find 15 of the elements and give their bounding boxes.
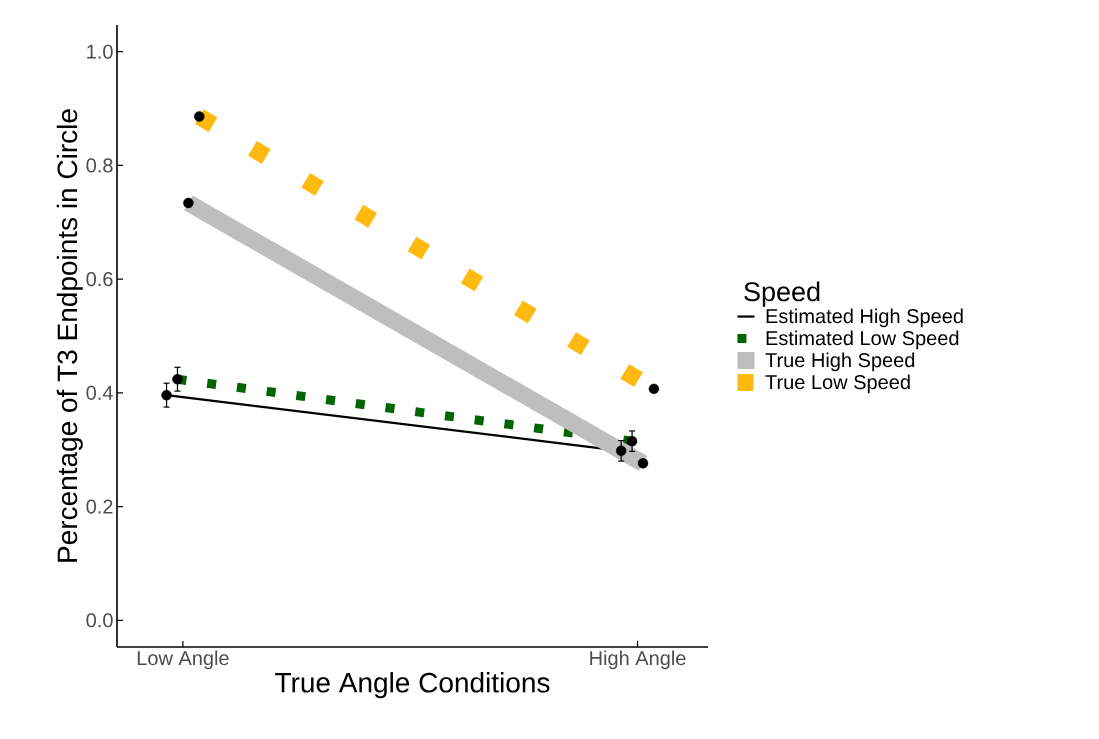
legend-label: True High Speed	[765, 352, 915, 372]
y-tick-label: 0.8	[86, 158, 113, 173]
x-axis-title: True Angle Conditions	[275, 672, 550, 699]
x-tick-label: Low Angle	[137, 650, 229, 670]
y-tick-label: 0.6	[86, 272, 113, 287]
y-axis-title: Percentage of T3 Endpoints in Circle	[56, 109, 83, 562]
legend-title: Speed	[744, 281, 820, 307]
y-tick-label: 1.0	[87, 44, 113, 59]
y-tick-label: 0.0	[86, 613, 113, 628]
legend-label: Estimated Low Speed	[766, 330, 959, 350]
legend-label: Estimated High Speed	[766, 308, 963, 328]
x-tick-label: High Angle	[590, 650, 686, 670]
y-tick-label: 0.4	[86, 385, 113, 400]
legend-label: True Low Speed	[765, 374, 910, 394]
y-tick-label: 0.2	[86, 499, 113, 514]
